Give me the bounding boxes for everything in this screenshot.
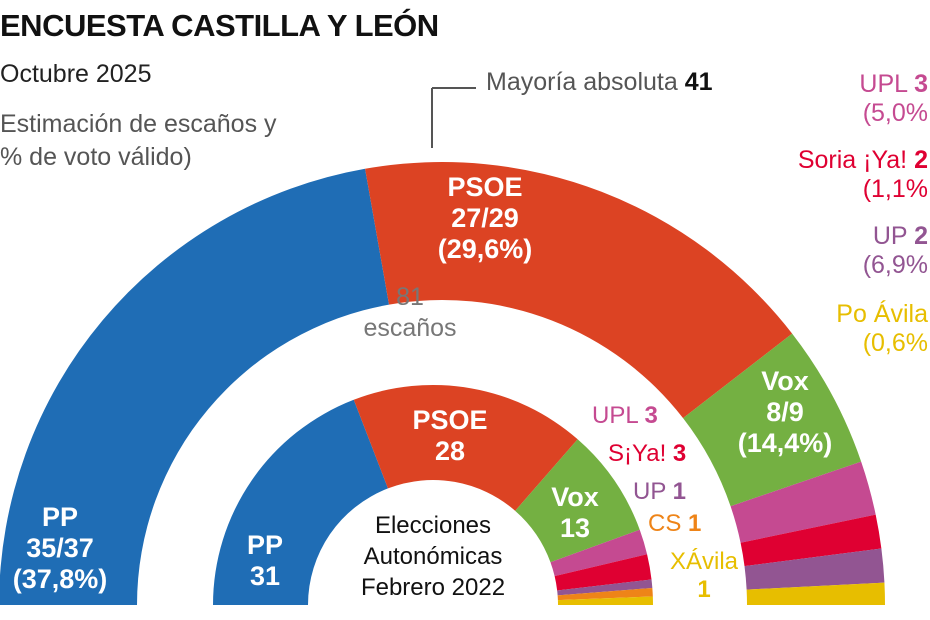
seat-segment-vox: [683, 333, 862, 507]
seat-segment-psoe: [365, 161, 793, 419]
label-vox-2022: Vox 13: [540, 482, 610, 544]
label-up-2022: UP 1: [633, 478, 686, 506]
party-name: CS: [648, 510, 682, 537]
party-vote: (0,6%: [862, 329, 928, 357]
party-seats: 27/29: [451, 203, 519, 233]
seat-segment-upl: [730, 461, 876, 543]
inner-center-line: Autonómicas: [363, 543, 503, 570]
seat-segment-psoe: [353, 385, 578, 511]
majority-text: Mayoría absoluta: [486, 68, 678, 96]
label-pp-2022: PP 31: [225, 530, 305, 592]
party-name: Soria ¡Ya!: [797, 146, 908, 174]
seat-segment-pp: [0, 168, 390, 605]
party-name: PP: [246, 530, 284, 560]
seat-segment-sya: [554, 554, 652, 591]
party-name: Vox: [551, 482, 599, 512]
party-seats: 35/37: [26, 533, 94, 563]
label-vox-2025: Vox 8/9 (14,4%): [720, 366, 850, 459]
chart-subtitle: Octubre 2025: [0, 60, 152, 88]
party-seats: 8/9: [766, 397, 804, 427]
inner-ring-2022: [213, 385, 653, 605]
description-line: % de voto válido): [0, 143, 192, 171]
party-name: PP: [41, 502, 79, 532]
party-name: Vox: [761, 366, 809, 396]
party-seats: 3: [914, 70, 928, 98]
party-seats: 13: [559, 513, 591, 543]
total-seats-value: 81: [396, 283, 424, 311]
label-upl-2025: UPL 3 (5,0%: [859, 70, 928, 128]
party-vote: (37,8%): [12, 564, 108, 594]
label-xavila-2022: XÁvila 1: [656, 548, 752, 604]
label-psoe-2025: PSOE 27/29 (29,6%): [410, 172, 560, 265]
party-seats: 2: [914, 222, 928, 250]
party-seats: 31: [249, 561, 281, 591]
party-vote: (5,0%: [862, 99, 928, 127]
party-vote: (1,1%: [862, 175, 928, 203]
label-psoe-2022: PSOE 28: [400, 405, 500, 467]
description-line: Estimación de escaños y: [0, 110, 277, 138]
party-name: UP: [633, 478, 666, 505]
party-seats: 1: [688, 510, 702, 537]
majority-label: Mayoría absoluta 41: [486, 68, 713, 97]
label-cs-2022: CS 1: [648, 510, 701, 538]
label-up-2025: UP 2 (6,9%: [863, 222, 928, 280]
majority-value: 41: [684, 68, 713, 96]
seat-segment-cs: [557, 587, 653, 601]
party-name: S¡Ya!: [608, 440, 667, 467]
party-seats: 1: [697, 576, 711, 603]
party-vote: (29,6%): [437, 234, 533, 264]
party-name: PSOE: [447, 172, 523, 202]
label-upl-2022: UPL 3: [592, 402, 658, 430]
party-seats: 2: [914, 146, 928, 174]
party-vote: (6,9%: [862, 251, 928, 279]
label-pp-2025: PP 35/37 (37,8%): [0, 502, 120, 595]
party-seats: 1: [672, 478, 686, 505]
seat-segment-xvila: [557, 596, 653, 605]
party-seats: 28: [434, 436, 466, 466]
inner-center-line: Elecciones: [374, 512, 492, 539]
label-poravila-2025: Po Ávila (0,6%: [836, 300, 928, 358]
party-name: UPL: [592, 402, 638, 429]
party-name: UP: [872, 222, 908, 250]
inner-center-label: Elecciones Autonómicas Febrero 2022: [318, 510, 548, 603]
party-name: XÁvila: [669, 548, 739, 575]
label-soria-2025: Soria ¡Ya! 2 (1,1%: [798, 146, 928, 204]
party-name: PSOE: [412, 405, 488, 435]
seat-segment-povila: [746, 582, 885, 605]
seat-segment-upl: [550, 529, 648, 577]
label-siya-2022: S¡Ya! 3: [608, 440, 686, 468]
chart-description: Estimación de escaños y % de voto válido…: [0, 108, 277, 174]
party-name: Po Ávila: [836, 300, 928, 328]
outer-ring-2025: [0, 161, 885, 605]
total-seats-label: 81 escaños: [330, 282, 490, 344]
party-name: UPL: [859, 70, 908, 98]
seat-segment-pp: [213, 399, 388, 605]
party-seats: 3: [672, 440, 687, 467]
seat-segment-up: [744, 548, 885, 590]
total-seats-unit: escaños: [363, 314, 457, 342]
inner-center-line: Febrero 2022: [360, 574, 506, 601]
chart-title: ENCUESTA CASTILLA Y LEÓN: [0, 8, 439, 43]
seat-segment-up: [557, 579, 653, 596]
party-vote: (14,4%): [737, 428, 833, 458]
party-seats: 3: [644, 402, 658, 429]
seat-segment-vox: [515, 439, 640, 563]
seat-segment-soriaya: [740, 514, 882, 567]
